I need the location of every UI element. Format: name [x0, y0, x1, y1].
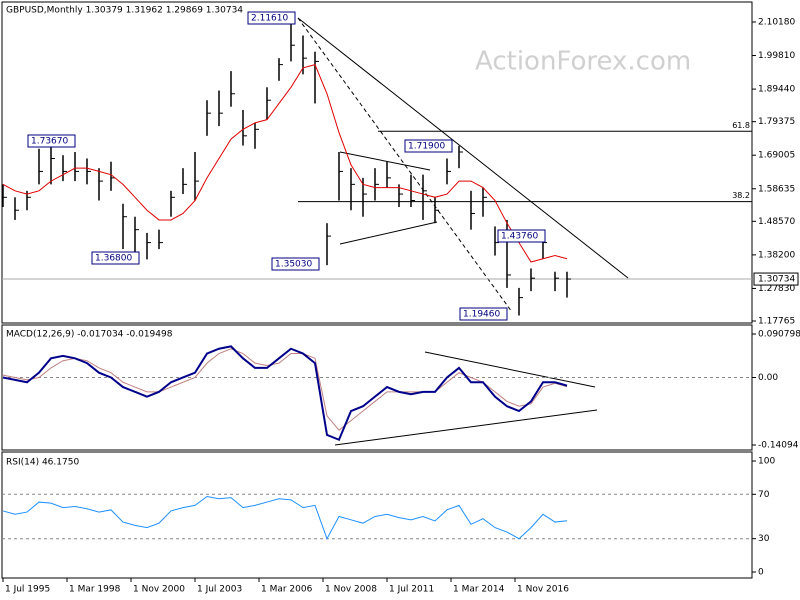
y-tick-label: 1.89440 [758, 85, 795, 95]
y-tick-label: 1.99810 [758, 51, 795, 61]
indicator-line [2, 348, 568, 431]
trend-line [297, 17, 513, 313]
y-tick-label: 1.17765 [758, 317, 795, 327]
price-title: GBPUSD,Monthly 1.30379 1.31962 1.29869 1… [6, 6, 243, 16]
y-tick-label: 1.48570 [758, 217, 795, 227]
y-tick-label: 100 [758, 456, 775, 466]
rsi-title: RSI(14) 46.1750 [6, 458, 79, 468]
annotation: 1.73670 [31, 137, 68, 147]
annotation: 2.11610 [251, 14, 288, 24]
annotation: 1.43760 [501, 232, 538, 242]
macd-title: MACD(12,26,9) -0.017034 -0.019498 [6, 330, 173, 340]
price-panel [1, 1, 753, 324]
current-price-box [753, 272, 799, 286]
y-tick-label: 1.69005 [758, 151, 795, 161]
indicator-line [2, 64, 568, 263]
annotation-box [497, 229, 546, 243]
annotation-box [271, 257, 320, 271]
y-tick-label: 30 [758, 534, 770, 544]
macd-panel [1, 324, 753, 451]
y-tick-label: 0.090798 [758, 329, 800, 339]
trend-line [339, 221, 438, 245]
annotation-box [404, 139, 453, 153]
annotation: 1.19460 [463, 310, 500, 320]
y-tick-label: 1.79375 [758, 117, 795, 127]
x-tick-label: 1 Nov 2000 [133, 585, 185, 595]
x-tick-label: 1 Mar 1998 [69, 585, 121, 595]
trend-line [424, 351, 596, 388]
annotation: 1.71900 [408, 142, 445, 152]
y-tick-label: -0.14094 [758, 440, 799, 450]
x-tick-label: 1 Jul 1995 [5, 585, 50, 595]
annotation-box [91, 251, 140, 265]
y-tick-label: 1.27830 [758, 284, 795, 294]
annotation-box [27, 134, 76, 148]
trend-line [297, 17, 629, 279]
annotation-box [459, 307, 508, 321]
x-tick-label: 1 Nov 2008 [325, 585, 377, 595]
annotation: 1.36800 [95, 254, 132, 264]
x-tick-label: 1 Nov 2016 [517, 585, 569, 595]
y-tick-label: 70 [758, 490, 770, 500]
x-tick-label: 1 Mar 2014 [453, 585, 505, 595]
indicator-line [2, 495, 568, 540]
x-tick-label: 1 Jul 2003 [197, 585, 242, 595]
indicator-line [2, 345, 568, 442]
current-price-label: 1.30734 [758, 275, 795, 285]
fib-label: 38.2 [732, 191, 750, 200]
annotation-box [247, 11, 296, 25]
y-tick-label: 1.58635 [758, 184, 795, 194]
trend-line [339, 151, 431, 171]
y-tick-label: 2.10180 [758, 17, 795, 27]
y-tick-label: 0.00 [758, 373, 778, 383]
fib-label: 61.8 [732, 121, 750, 130]
x-tick-label: 1 Mar 2006 [261, 585, 313, 595]
y-tick-label: 0 [758, 568, 764, 578]
y-tick-label: 1.38200 [758, 250, 795, 260]
annotation: 1.35030 [275, 260, 312, 270]
trend-line [334, 409, 598, 446]
rsi-panel [1, 451, 753, 579]
x-tick-label: 1 Jul 2011 [389, 585, 434, 595]
watermark: ActionForex.com [475, 47, 691, 77]
